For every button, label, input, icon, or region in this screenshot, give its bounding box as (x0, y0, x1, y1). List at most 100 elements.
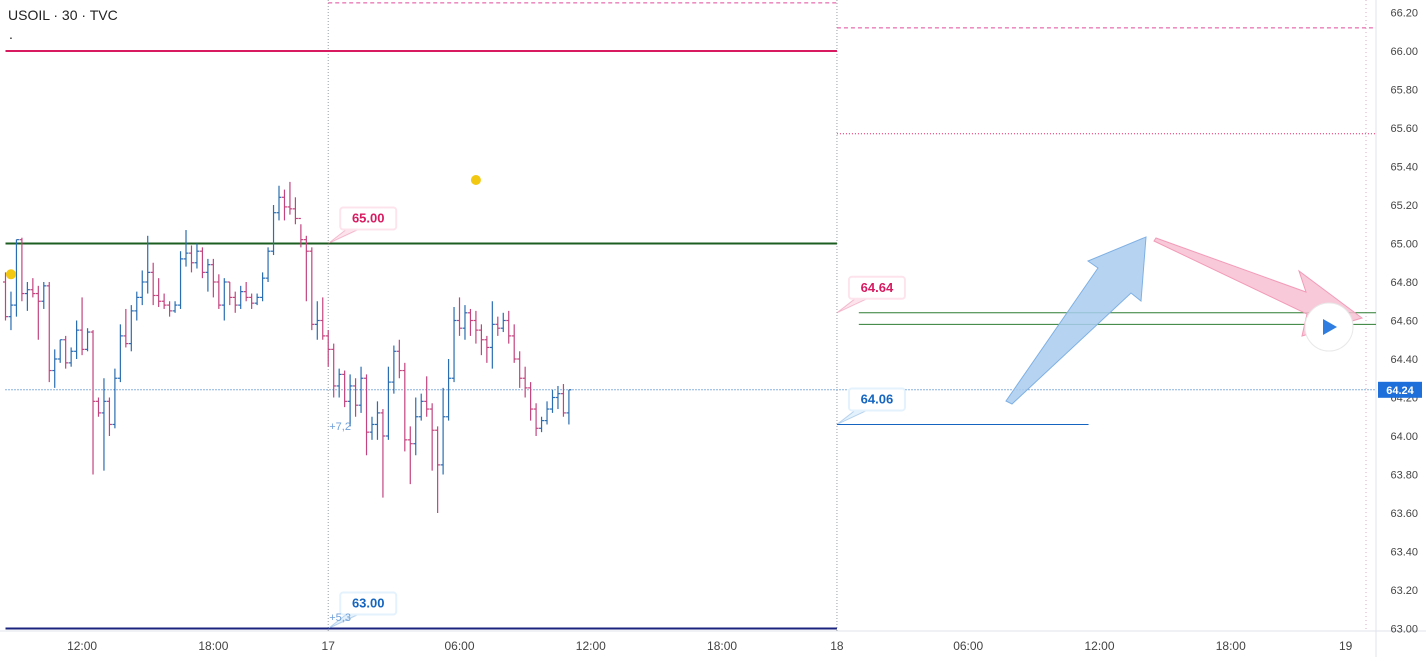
ohlc-bar (374, 401, 380, 440)
ohlc-bar (172, 301, 178, 313)
ohlc-bar (112, 368, 118, 429)
price-tick-label: 65.20 (1390, 200, 1418, 212)
ohlc-bar (560, 384, 566, 417)
ohlc-bar (79, 297, 85, 356)
ohlc-bar (117, 324, 123, 383)
price-tick-label: 63.80 (1390, 470, 1418, 482)
time-tick-label: 18:00 (1216, 639, 1246, 653)
ohlc-bar (150, 262, 156, 306)
ohlc-bar (385, 366, 391, 440)
blue-up-arrow (1005, 236, 1147, 405)
callout-pointer (327, 229, 359, 244)
ohlc-bar (566, 389, 572, 425)
ohlc-bar (52, 349, 58, 388)
ohlc-bar (57, 339, 63, 363)
ohlc-bar (178, 251, 184, 309)
time-tick-label: 19 (1339, 639, 1353, 653)
ohlc-bar (391, 345, 397, 394)
ohlc-bar (128, 305, 134, 352)
time-tick-label: 12:00 (67, 639, 97, 653)
ohlc-bar (35, 285, 41, 340)
ohlc-bar (462, 305, 468, 340)
callout-pointer (836, 409, 868, 425)
ohlc-bar (539, 416, 545, 433)
ohlc-bar (210, 258, 216, 298)
ohlc-bar (342, 370, 348, 408)
ohlc-bar (161, 293, 167, 309)
ohlc-bar (489, 301, 495, 369)
time-tick-label: 18:00 (198, 639, 228, 653)
price-tick-label: 64.60 (1390, 316, 1418, 328)
price-tick-label: 66.20 (1390, 8, 1418, 20)
ohlc-bar (30, 278, 36, 298)
ohlc-bar (292, 197, 298, 225)
symbol-title: USOIL · 30 · TVC (8, 7, 118, 23)
ohlc-bar (249, 293, 255, 309)
price-tick-label: 65.40 (1390, 162, 1418, 174)
ohlc-bar (407, 426, 413, 485)
ohlc-bar (440, 387, 446, 475)
ohlc-bar (281, 189, 287, 221)
ohlc-bar (364, 374, 370, 456)
ohlc-bar (238, 285, 244, 309)
replay-button[interactable] (1304, 302, 1354, 352)
ohlc-bar (424, 376, 430, 417)
ohlc-bar (478, 324, 484, 356)
price-tick-label: 65.80 (1390, 85, 1418, 97)
ohlc-bar (276, 185, 282, 221)
ohlc-bar (320, 297, 326, 340)
ohlc-bar (139, 270, 145, 306)
time-tick-label: 17 (322, 639, 336, 653)
ohlc-bar (232, 291, 238, 313)
ohlc-bar (325, 330, 331, 367)
ohlc-bar (555, 385, 561, 410)
ohlc-bar (396, 339, 402, 379)
ohlc-bar (413, 397, 419, 456)
time-tick-label: 06:00 (444, 639, 474, 653)
ohlc-bar (544, 401, 550, 425)
ohlc-bar (402, 362, 408, 452)
ohlc-bar (429, 403, 435, 471)
ohlc-bar (8, 291, 14, 331)
callout-box (847, 275, 906, 300)
ohlc-bar (418, 393, 424, 421)
ohlc-bar (446, 359, 452, 421)
ohlc-bar (435, 426, 441, 513)
ohlc-bar (347, 374, 353, 427)
ohlc-bar (517, 351, 523, 388)
ohlc-bar (145, 235, 151, 294)
ohlc-bar (123, 308, 129, 348)
ohlc-bar (451, 307, 457, 383)
ohlc-bar (74, 320, 80, 359)
price-tick-label: 63.00 (1390, 624, 1418, 636)
small-label: +7,2 (329, 421, 351, 433)
ohlc-bar (24, 282, 30, 311)
yellow-dot-peak (470, 174, 481, 185)
play-icon (1323, 319, 1337, 335)
ohlc-bar (522, 366, 528, 398)
current-price-badge (1378, 381, 1422, 398)
ohlc-bar (309, 247, 315, 331)
ohlc-bar (473, 310, 479, 344)
ohlc-bar (495, 316, 501, 336)
callout-box (339, 591, 398, 616)
price-tick-label: 63.60 (1390, 508, 1418, 520)
price-callout-64.64: 64.64 (836, 275, 906, 314)
ohlc-bar (457, 297, 463, 336)
price-tick-label: 64.00 (1390, 431, 1418, 443)
ohlc-bar (254, 293, 260, 306)
ohlc-bar (243, 282, 249, 302)
ohlc-bar (85, 328, 91, 352)
price-tick-label: 64.80 (1390, 277, 1418, 289)
ohlc-bar (467, 308, 473, 336)
ohlc-bar (216, 274, 222, 309)
ohlc-bar (183, 230, 189, 267)
ohlc-bar (106, 397, 112, 436)
price-callout-63.00: 63.00 (327, 591, 398, 629)
time-tick-label: 12:00 (576, 639, 606, 653)
ohlc-bar (134, 291, 140, 321)
ohlc-bar (303, 235, 309, 302)
callout-text: 65.00 (352, 211, 385, 226)
